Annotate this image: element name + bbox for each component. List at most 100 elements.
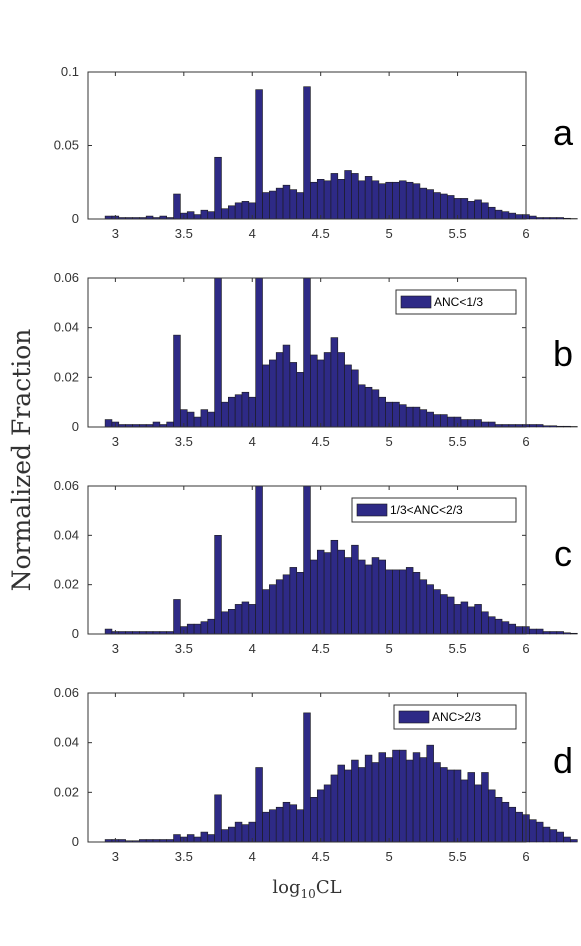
bar (351, 759, 359, 843)
bar (221, 829, 229, 843)
bar (440, 594, 448, 635)
bar (310, 181, 318, 220)
bar (323, 552, 332, 635)
axes-frame (87, 277, 527, 428)
bar (542, 217, 551, 220)
bar (563, 632, 571, 635)
bar (337, 549, 345, 635)
bar (488, 421, 496, 428)
bar (481, 611, 489, 635)
bar (501, 621, 510, 635)
bar (494, 796, 503, 843)
x-tick-label: 4 (249, 434, 256, 449)
bar (316, 359, 325, 428)
bar (166, 421, 174, 428)
y-tick-label: 0.1 (61, 64, 79, 79)
bar (501, 211, 510, 220)
x-axis-label-tail: CL (316, 877, 342, 898)
x-axis-label: log10CL (272, 877, 341, 901)
bar (385, 757, 393, 843)
bar (337, 352, 345, 428)
bar (207, 211, 215, 220)
bar (399, 749, 407, 843)
x-tick-label: 6 (522, 849, 529, 864)
bar (385, 181, 393, 220)
bar (330, 173, 339, 220)
bar (474, 199, 482, 220)
bar (152, 421, 161, 428)
x-tick-label: 4.5 (312, 849, 330, 864)
bar (269, 190, 277, 220)
x-tick-label: 3.5 (175, 849, 193, 864)
bar (358, 384, 366, 428)
x-tick-label: 3 (112, 434, 119, 449)
bar (337, 764, 345, 843)
bar (344, 769, 352, 843)
x-tick-label: 3.5 (175, 434, 193, 449)
bar (207, 618, 215, 635)
bar (549, 829, 558, 843)
bar (234, 394, 243, 428)
bar (248, 396, 256, 428)
bar (221, 611, 229, 635)
bar (255, 89, 263, 220)
bar (186, 834, 195, 843)
bar (241, 824, 250, 843)
bar (241, 391, 250, 428)
bar (193, 214, 202, 220)
bar (262, 589, 270, 635)
bar (467, 606, 475, 635)
bar (275, 187, 284, 220)
bar (275, 806, 284, 843)
bar (440, 767, 448, 843)
bar (364, 176, 373, 220)
panel-b: 3 3.5 4 4.5 5 5.5 6 0 0.02 0.04 0.06 ANC<1/3 b (54, 270, 578, 449)
bar (426, 584, 434, 635)
bar (104, 419, 113, 428)
bar (303, 277, 311, 428)
bar (296, 372, 304, 428)
bar (193, 623, 202, 635)
bar (337, 179, 345, 220)
x-tick-label: 5 (386, 641, 393, 656)
panel-letter: a (553, 112, 574, 153)
bar (446, 416, 455, 428)
bar (351, 173, 359, 220)
x-tick-label: 5.5 (449, 434, 467, 449)
bar (262, 364, 270, 428)
bar (228, 396, 236, 428)
x-tick-label: 4.5 (312, 226, 330, 241)
bar (344, 364, 352, 428)
x-tick-label: 3 (112, 226, 119, 241)
bar (378, 396, 386, 428)
bar (467, 419, 475, 428)
y-tick-label: 0.06 (54, 685, 79, 700)
bar (200, 831, 209, 843)
bar (446, 769, 455, 843)
bar (193, 836, 202, 843)
bar (474, 604, 482, 635)
bar (440, 414, 448, 428)
bar (358, 180, 366, 220)
bar (412, 406, 421, 428)
bar (275, 579, 284, 635)
bar (501, 801, 510, 843)
panel-letter: b (553, 333, 573, 374)
bar (282, 574, 291, 635)
bar (200, 621, 209, 635)
bar (460, 779, 469, 843)
x-tick-label: 6 (522, 641, 529, 656)
x-tick-label: 4.5 (312, 434, 330, 449)
x-tick-label: 4 (249, 641, 256, 656)
bar (535, 424, 544, 428)
bar (186, 411, 195, 428)
bar (399, 404, 407, 428)
bar (351, 369, 359, 428)
bar (289, 804, 298, 843)
bar (405, 181, 414, 220)
bar (173, 334, 181, 428)
bar (289, 189, 298, 220)
bar (358, 767, 366, 843)
panel-letter: d (553, 740, 573, 781)
